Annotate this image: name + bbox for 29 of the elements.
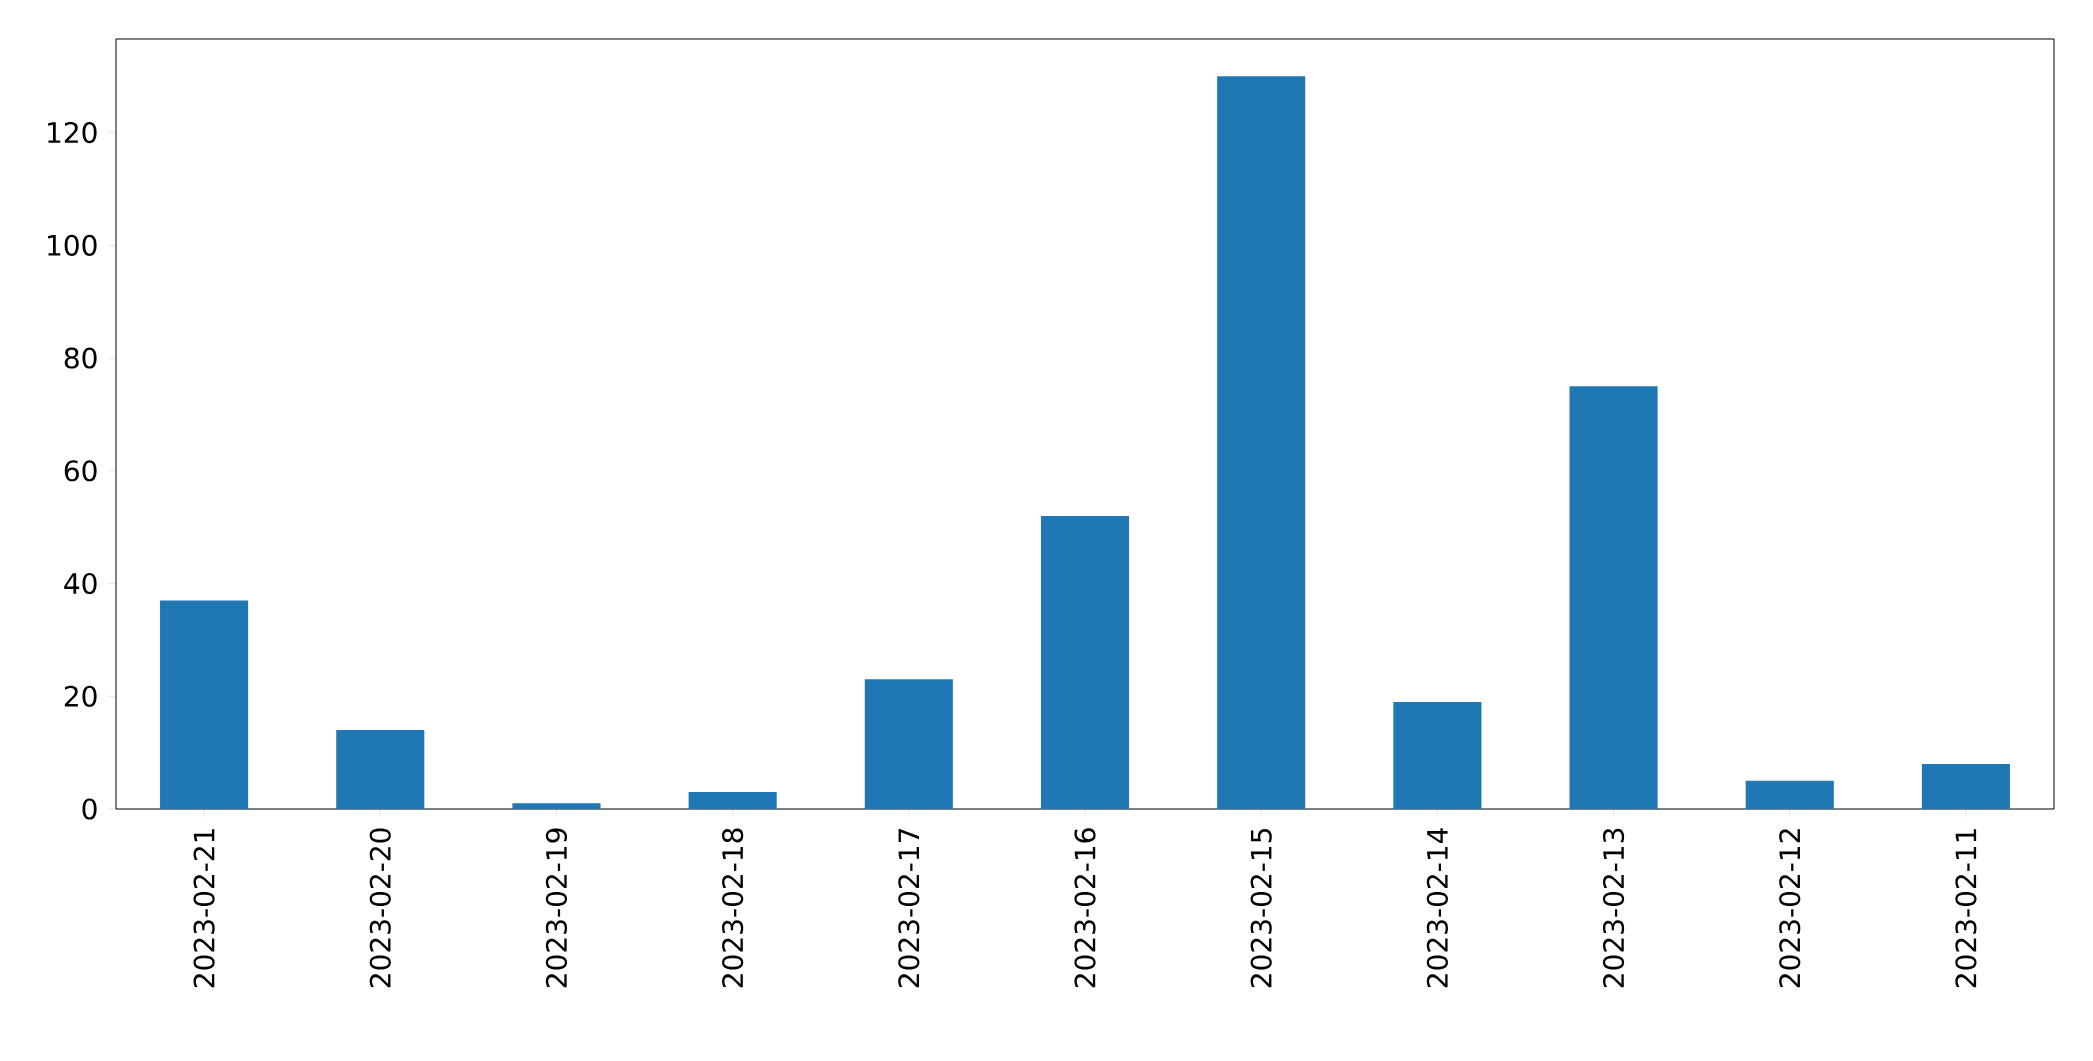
y-tick-label: 120 xyxy=(48,121,97,144)
x-tick-label: 2023-02-17 xyxy=(898,828,920,988)
x-tick-label: 2023-02-11 xyxy=(1955,829,1977,988)
y-tick-label: 80 xyxy=(64,347,97,369)
x-tick-label: 2023-02-15 xyxy=(1250,829,1272,988)
bar xyxy=(1393,701,1482,809)
bar xyxy=(1921,763,2010,809)
x-tick-label: 2023-02-20 xyxy=(369,828,391,988)
x-tick-label: 2023-02-19 xyxy=(545,828,568,988)
x-tick-label: 2023-02-21 xyxy=(193,829,215,988)
bar xyxy=(512,803,601,809)
bar xyxy=(336,730,425,809)
x-tick-label: 2023-02-16 xyxy=(1074,828,1096,988)
bar xyxy=(1569,386,1658,809)
bar xyxy=(688,792,777,809)
x-tick-label: 2023-02-14 xyxy=(1426,828,1448,988)
x-tick-label: 2023-02-12 xyxy=(1779,829,1801,988)
x-tick-label: 2023-02-13 xyxy=(1602,828,1625,988)
y-tick-label: 100 xyxy=(48,234,97,256)
bar xyxy=(864,679,953,809)
y-tick-label: 20 xyxy=(64,685,97,707)
y-tick-label: 40 xyxy=(64,572,97,595)
bar xyxy=(1217,76,1306,809)
bar xyxy=(1040,515,1130,809)
y-tick-label: 0 xyxy=(82,798,97,820)
x-tick-label: 2023-02-18 xyxy=(722,828,744,988)
y-tick-label: 60 xyxy=(64,460,97,482)
bar xyxy=(1745,780,1834,809)
bar xyxy=(160,600,249,809)
